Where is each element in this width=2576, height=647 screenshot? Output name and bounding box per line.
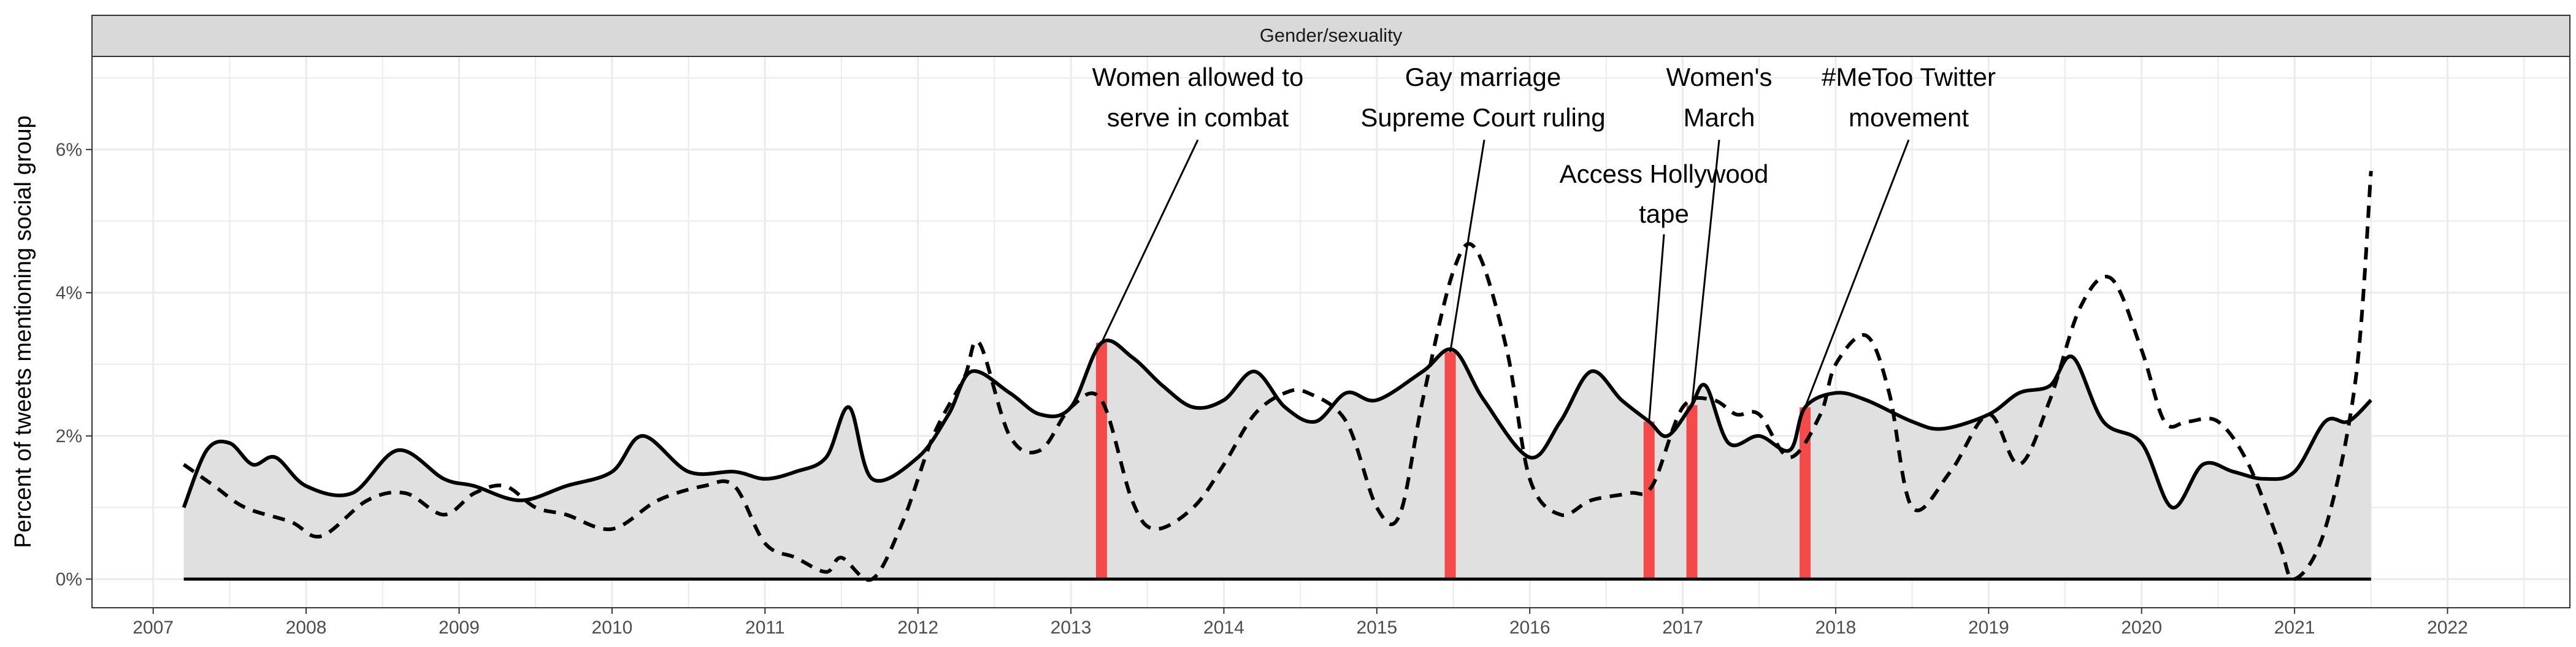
event-label-line: Women's <box>1666 63 1773 91</box>
x-tick-label: 2012 <box>897 618 938 638</box>
event-bar <box>1444 352 1456 580</box>
x-tick-label: 2014 <box>1203 618 1244 638</box>
event-label-line: March <box>1684 103 1755 132</box>
event-layer: Women allowed to serve in combat Gay marri… <box>1092 63 1996 422</box>
event-label-line: Access Hollywood <box>1560 159 1769 188</box>
x-tick-label: 2015 <box>1356 618 1397 638</box>
x-tick-label: 2008 <box>286 618 327 638</box>
facet-strip <box>91 15 2570 57</box>
x-tick-label: 2009 <box>439 618 480 638</box>
y-tick-label: 6% <box>56 140 82 160</box>
series-layer <box>182 170 2373 582</box>
event-bar <box>1095 343 1107 580</box>
x-tick-label: 2011 <box>745 618 785 638</box>
x-tick-label: 2010 <box>592 618 633 638</box>
series-line-solid <box>182 339 2372 510</box>
event-leader-line <box>1691 139 1720 405</box>
facet-strip-label: Gender/sexuality <box>1260 25 1403 46</box>
event-label-line: tape <box>1639 199 1689 228</box>
event-leader-line <box>1449 139 1485 353</box>
event-bar <box>1643 421 1655 580</box>
event-label-line: Gay marriage <box>1405 63 1561 91</box>
y-tick-label: 4% <box>56 283 82 303</box>
event-label-line: Supreme Court ruling <box>1360 103 1605 132</box>
event-label-line: Women allowed to <box>1092 63 1304 91</box>
event-label-line: #MeToo Twitter <box>1822 63 1996 91</box>
x-tick-label: 2022 <box>2427 618 2468 638</box>
event-label-line: movement <box>1849 103 1969 132</box>
x-axis: 2007 2008 2009 2010 2011 2012 2013 2014 2015 2016… <box>132 608 2468 638</box>
y-tick-label: 2% <box>56 426 82 446</box>
y-axis-title: Percent of tweets mentioning social grou… <box>10 115 36 548</box>
x-tick-label: 2013 <box>1051 618 1092 638</box>
event-leader-line <box>1100 139 1199 343</box>
event-label-line: serve in combat <box>1107 103 1289 132</box>
x-tick-label: 2007 <box>132 618 174 638</box>
x-tick-label: 2017 <box>1662 618 1703 638</box>
event-bar <box>1686 405 1698 580</box>
y-axis: 0% 2% 4% 6% <box>56 140 92 589</box>
event-bar <box>1800 407 1811 580</box>
event-leader-line <box>1804 139 1910 408</box>
x-tick-label: 2018 <box>1815 618 1857 638</box>
panel-border <box>91 56 2570 608</box>
x-tick-label: 2021 <box>2274 618 2315 638</box>
event-leader-line <box>1648 234 1665 422</box>
y-tick-label: 0% <box>56 569 82 589</box>
x-tick-label: 2020 <box>2121 618 2162 638</box>
x-tick-label: 2016 <box>1509 618 1551 638</box>
x-tick-label: 2019 <box>1968 618 2009 638</box>
